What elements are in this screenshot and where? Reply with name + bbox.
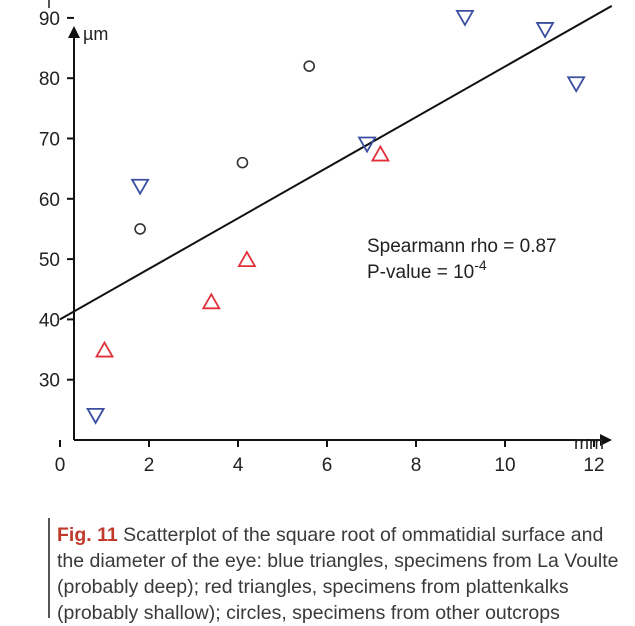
x-tick-label: 0 <box>55 455 66 476</box>
red-triangle-point <box>237 250 257 268</box>
figure-caption: Fig. 11 Scatterplot of the square root o… <box>57 522 627 626</box>
blue-triangle-point <box>566 76 586 94</box>
red-triangle-point <box>201 292 221 310</box>
red-triangle-point <box>370 144 390 162</box>
circle-point <box>303 60 316 72</box>
y-tick-label: 80 <box>39 69 60 90</box>
y-tick-label: 50 <box>39 250 60 271</box>
trend-line-group <box>59 4 613 321</box>
scatter-chart: 30 40 50 60 70 80 90 0 2 4 6 8 10 12 Spearmann rho = … <box>39 4 613 476</box>
circle-point <box>134 223 146 235</box>
x-axis-unit-label: mm <box>574 433 604 453</box>
chart-labels: Spearmann rho = 0.87 P-value = 10-4 mm µ… <box>83 24 604 453</box>
x-tick-label: 6 <box>322 455 333 476</box>
x-tick-label: 8 <box>411 455 422 476</box>
chart-axes: 30 40 50 60 70 80 90 0 2 4 6 8 10 12 <box>39 9 612 476</box>
caption-label: Fig. 11 <box>57 524 118 546</box>
x-tick-label: 4 <box>233 455 244 476</box>
y-tick-label: 90 <box>39 9 60 30</box>
blue-triangle-point <box>130 178 150 196</box>
caption-text: Scatterplot of the square root of ommati… <box>57 524 619 624</box>
trend-line <box>59 4 613 321</box>
x-tick-label: 2 <box>144 455 155 476</box>
y-tick-label: 60 <box>39 190 60 211</box>
y-tick-label: 70 <box>39 130 60 151</box>
red-triangle-point <box>94 340 115 358</box>
blue-triangle-point <box>357 136 377 154</box>
frame-bracket-left <box>48 518 50 618</box>
x-axis-arrow <box>600 434 612 446</box>
blue-triangle-point <box>86 407 106 425</box>
frame-bracket-top <box>48 0 50 8</box>
annotation-spearman: Spearmann rho = 0.87 <box>367 236 557 257</box>
data-points <box>86 9 586 425</box>
annotation-pvalue: P-value = 10-4 <box>367 257 487 283</box>
annotation-pvalue-base: P-value = 10 <box>367 262 474 283</box>
x-tick-label: 10 <box>494 455 515 476</box>
blue-triangle-point <box>455 9 475 27</box>
y-axis-unit-label: µm <box>83 24 108 44</box>
annotation-pvalue-exponent: -4 <box>474 257 487 273</box>
y-tick-label: 40 <box>39 310 60 331</box>
y-tick-label: 30 <box>39 371 60 392</box>
x-tick-label: 12 <box>583 455 604 476</box>
y-axis-arrow <box>68 26 80 38</box>
blue-triangle-point <box>535 22 555 39</box>
circle-point <box>236 156 249 169</box>
